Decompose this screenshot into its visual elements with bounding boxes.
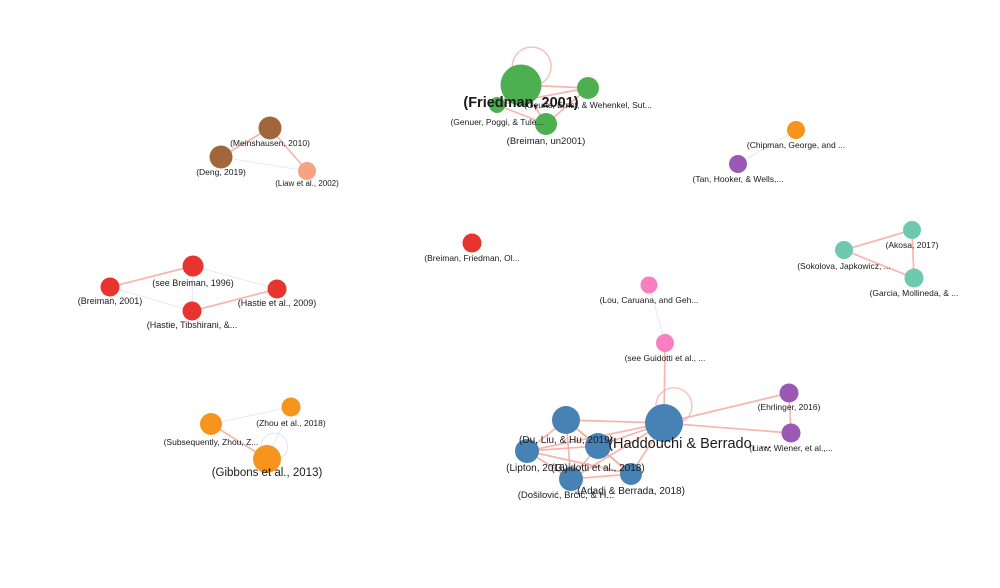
graph-node-label-guidotti2018: (Guidotti et al., 2018) (551, 463, 645, 474)
graph-node-label-friedman2001: (Friedman, 2001) (463, 95, 579, 111)
graph-node-label-breimanun2001: (Breiman, un2001) (506, 136, 586, 147)
graph-node-duliuhu[interactable] (552, 406, 580, 434)
graph-node-garcia[interactable] (904, 268, 924, 288)
graph-node-deng2019[interactable] (209, 145, 233, 169)
graph-edge (663, 392, 790, 424)
graph-node-label-lipton2016: (Lipton, 2016) (506, 463, 568, 474)
graph-node-label-dosilovic: (Došilović, Brčić, & H... (517, 490, 615, 501)
graph-edge (210, 406, 292, 425)
graph-node-hastietib[interactable] (182, 301, 202, 321)
graph-node-label-genuer: (Genuer, Poggi, & Tule... (450, 117, 544, 127)
graph-node-label-lou: (Lou, Caruana, and Geh... (599, 295, 699, 305)
graph-node-hastie2009[interactable] (267, 279, 287, 299)
graph-node-liawwiener[interactable] (781, 423, 801, 443)
graph-node-label-haddouchi: (Haddouchi & Berrado, ... (608, 436, 772, 452)
graph-node-genuer[interactable] (489, 97, 505, 113)
graph-node-breiman2001[interactable] (100, 277, 120, 297)
graph-edge (648, 284, 666, 344)
graph-node-label-hastie2009: (Hastie et al., 2009) (237, 298, 317, 308)
graph-node-lou[interactable] (640, 276, 658, 294)
graph-node-label-adadi2018: (Adadi & Berrada, 2018) (577, 486, 685, 497)
graph-node-sokolova[interactable] (835, 241, 853, 259)
graph-node-label-meinshausen: (Meinshausen, 2010) (230, 138, 310, 148)
graph-node-gibbons2013[interactable] (253, 445, 281, 473)
graph-node-akosa2017[interactable] (903, 221, 921, 239)
graph-node-breimanfried[interactable] (462, 233, 482, 253)
graph-edge (220, 156, 308, 172)
graph-node-geurts[interactable] (577, 77, 599, 99)
graph-node-label-ehrlinger: (Ehrlinger, 2016) (757, 402, 821, 412)
graph-edge (192, 265, 278, 290)
graph-edge (109, 286, 193, 312)
graph-node-label-deng2019: (Deng, 2019) (196, 167, 246, 177)
graph-node-label-subsequently: (Subsequently, Zhou, Z... (163, 437, 259, 447)
graph-node-meinshausen[interactable] (258, 116, 282, 140)
graph-node-subsequently[interactable] (200, 413, 222, 435)
graph-node-label-liaw2002: (Liaw et al., 2002) (275, 179, 339, 188)
graph-node-liaw2002[interactable] (298, 162, 316, 180)
graph-node-label-seebreiman1996: (see Breiman, 1996) (152, 278, 234, 288)
graph-node-label-garcia: (Garcia, Mollineda, & ... (869, 288, 959, 298)
graph-node-tanhooker[interactable] (729, 155, 747, 173)
graph-node-label-gibbons2013: (Gibbons et al., 2013) (211, 467, 323, 479)
graph-node-label-breimanfried: (Breiman, Friedman, Ol... (424, 253, 520, 263)
graph-node-label-akosa2017: (Akosa, 2017) (885, 240, 939, 250)
graph-edge (843, 229, 913, 251)
graph-node-seebreiman1996[interactable] (182, 255, 204, 277)
graph-node-label-sokolova: (Sokolova, Japkowicz, ... (797, 261, 891, 271)
graph-node-adadi2018[interactable] (620, 463, 642, 485)
graph-node-ehrlinger[interactable] (779, 383, 799, 403)
graph-node-dosilovic[interactable] (559, 467, 583, 491)
graph-node-label-duliuhu: (Du, Liu, & Hu, 2019) (519, 435, 613, 446)
graph-edge (843, 249, 915, 279)
graph-node-label-liawwiener: (Liaw, Wiener, et al.,... (749, 443, 833, 453)
graph-node-friedman2001[interactable] (500, 64, 542, 106)
graph-node-label-geurts: (Geurts, Ernst, & Wehenkel, Sut... (524, 100, 652, 110)
graph-node-chipman[interactable] (787, 121, 805, 139)
graph-node-haddouchi[interactable] (645, 404, 683, 442)
graph-node-label-hastietib: (Hastie, Tibshirani, &... (146, 320, 238, 330)
graph-node-label-chipman: (Chipman, George, and ... (746, 140, 846, 150)
graph-node-seeguidotti[interactable] (656, 334, 674, 352)
graph-node-guidotti2018[interactable] (585, 433, 611, 459)
graph-edge (737, 129, 797, 165)
graph-edge (526, 450, 632, 475)
graph-edge (663, 422, 792, 434)
graph-edge (109, 265, 194, 288)
graph-node-label-seeguidotti: (see Guidotti et al., ... (624, 353, 706, 363)
graph-edge (191, 288, 278, 312)
graph-node-label-breiman2001: (Breiman, 2001) (77, 296, 143, 306)
graph-node-lipton2016[interactable] (515, 439, 539, 463)
graph-node-breimanun2001[interactable] (535, 113, 557, 135)
graph-node-zhou2018[interactable] (281, 397, 301, 417)
graph-node-label-zhou2018: (Zhou et al., 2018) (256, 418, 326, 428)
graph-node-label-tanhooker: (Tan, Hooker, & Wells,... (692, 174, 784, 184)
